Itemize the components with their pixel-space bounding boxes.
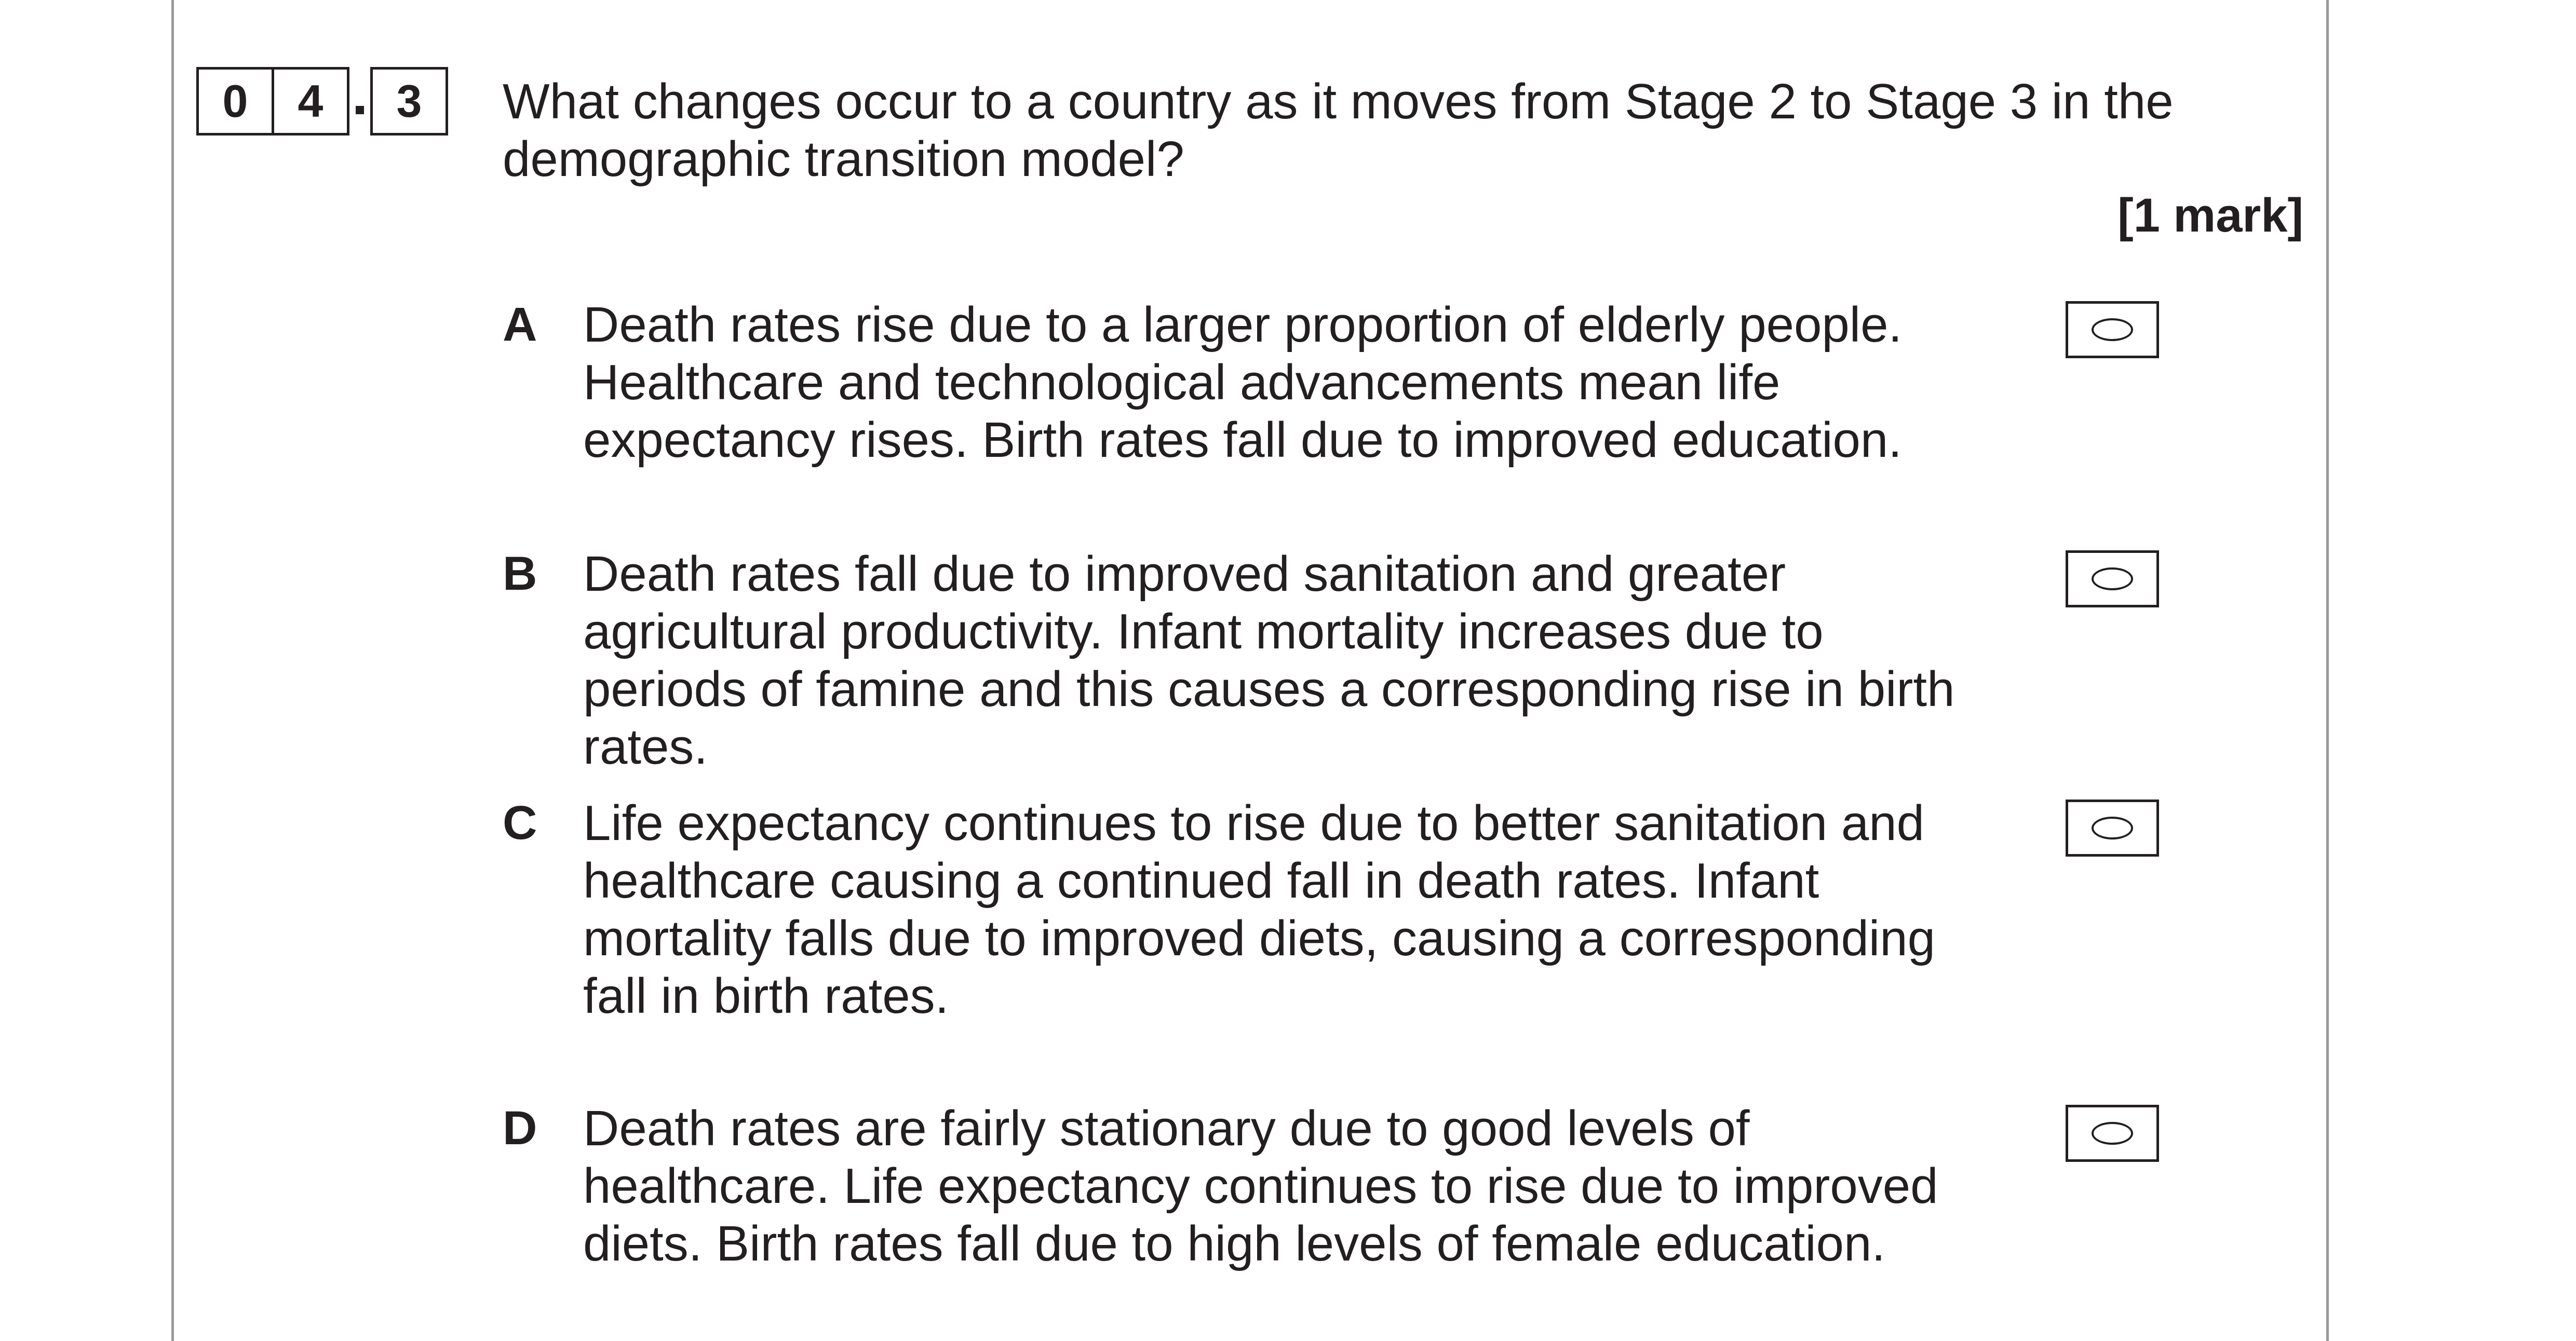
option-a-answer-box[interactable] xyxy=(2066,301,2159,358)
question-number-digit: 4 xyxy=(274,67,349,136)
answer-bubble-icon xyxy=(2092,817,2133,839)
right-margin-rule xyxy=(2326,0,2329,1341)
question-number: 0 4 3 xyxy=(196,67,448,136)
option-letter: C xyxy=(503,796,537,849)
option-text: Death rates are fairly stationary due to… xyxy=(583,1101,1938,1271)
question-number-subpart: 3 xyxy=(370,67,448,136)
question-number-digit: 0 xyxy=(196,67,274,136)
answer-bubble-icon xyxy=(2092,1122,2133,1145)
left-margin-rule xyxy=(171,0,174,1341)
option-d-answer-box[interactable] xyxy=(2066,1105,2159,1162)
option-letter: D xyxy=(503,1102,537,1155)
option-text: Death rates fall due to improved sanitat… xyxy=(583,546,1955,775)
option-text: Death rates rise due to a larger proport… xyxy=(583,297,1903,468)
answer-bubble-icon xyxy=(2092,567,2133,590)
question-text: What changes occur to a country as it mo… xyxy=(503,74,2174,187)
mark-allocation: [1 mark] xyxy=(2118,189,2303,242)
option-c-answer-box[interactable] xyxy=(2066,800,2159,857)
option-text: Life expectancy continues to rise due to… xyxy=(583,795,1935,1024)
option-letter: B xyxy=(503,547,537,600)
question-number-separator xyxy=(349,70,370,133)
option-letter: A xyxy=(503,298,537,351)
answer-bubble-icon xyxy=(2092,318,2133,341)
option-b-answer-box[interactable] xyxy=(2066,550,2159,607)
